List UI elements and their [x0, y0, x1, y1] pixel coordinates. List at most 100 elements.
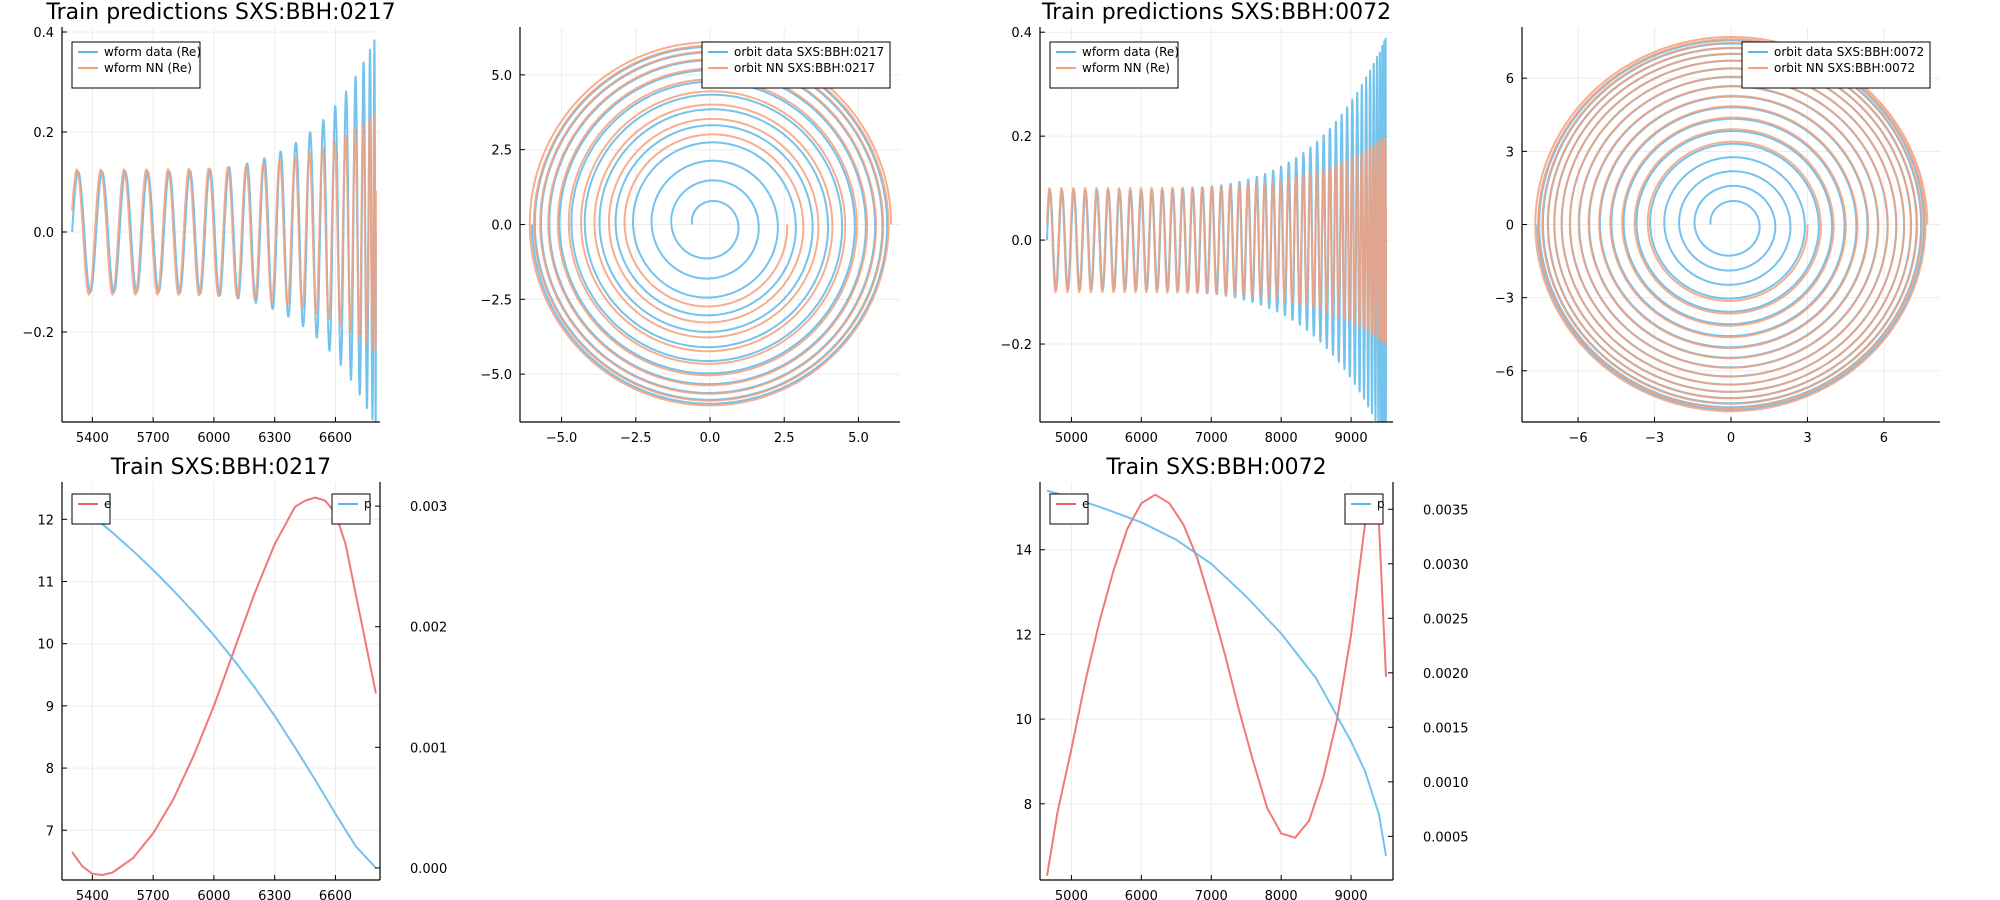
- legend-entry: orbit NN SXS:BBH:0072: [1774, 61, 1915, 75]
- x-tick-label: 6: [1880, 431, 1888, 446]
- plot-area: [1046, 489, 1387, 876]
- y-tick-label: 0.0: [33, 226, 54, 241]
- series-line-p: [1046, 489, 1387, 857]
- x-tick-label: 6000: [1125, 889, 1158, 900]
- legend-entry: orbit data SXS:BBH:0217: [734, 45, 884, 59]
- x-tick-label: 0: [1727, 431, 1735, 446]
- legend-box: [1344, 493, 1384, 525]
- plot-area: [1534, 36, 1929, 413]
- legend: wform data (Re) wform NN (Re): [1049, 41, 1179, 89]
- legend-box: [701, 41, 891, 89]
- legend-box: [1741, 41, 1931, 89]
- x-tick-label: 9000: [1335, 431, 1368, 446]
- y-tick-label: 7: [46, 824, 54, 839]
- legend: p: [331, 493, 372, 525]
- subplot-ep072: 5000 6000 7000 8000 9000 8 10 12 14 0.0005 0.0010 0…: [1015, 455, 1468, 900]
- x-tick-label: 8000: [1265, 431, 1298, 446]
- x-tick-label: −3: [1645, 431, 1664, 446]
- legend-entry: p: [364, 497, 372, 511]
- y2-tick-label: 0.000: [410, 862, 447, 877]
- legend-box: [1049, 493, 1089, 525]
- y-tick-label: 0.4: [33, 26, 54, 41]
- series-line-orbit-nn-sxs-bbh-0217: [528, 41, 893, 407]
- x-tick-label: −5.0: [546, 431, 578, 446]
- y2-tick-label: 0.0010: [1423, 776, 1469, 791]
- legend-entry: e: [104, 497, 111, 511]
- x-tick-label: 7000: [1195, 431, 1228, 446]
- legend-entry: orbit NN SXS:BBH:0217: [734, 61, 875, 75]
- y2-tick-label: 0.0015: [1423, 721, 1469, 736]
- x-tick-label: 6000: [1125, 431, 1158, 446]
- y-tick-label: 8: [1024, 798, 1032, 813]
- x-tick-label: 8000: [1265, 889, 1298, 900]
- x-tick-label: 2.5: [774, 431, 795, 446]
- plot-area: [71, 39, 377, 422]
- chart-title: Train SXS:BBH:0217: [110, 455, 331, 480]
- x-tick-label: 5000: [1055, 431, 1088, 446]
- legend-entry: wform NN (Re): [1082, 61, 1170, 75]
- legend-entry: p: [1377, 497, 1385, 511]
- y2-tick-label: 0.0020: [1423, 667, 1469, 682]
- x-tick-label: 5.0: [848, 431, 869, 446]
- y-tick-label: 14: [1015, 544, 1032, 559]
- x-tick-label: 6000: [197, 431, 230, 446]
- y2-tick-label: 0.003: [410, 500, 447, 515]
- y2-tick-label: 0.001: [410, 741, 447, 756]
- y-tick-label: 3: [1506, 145, 1514, 160]
- y-tick-label: 0.4: [1011, 26, 1032, 41]
- y2-tick-label: 0.002: [410, 621, 447, 636]
- y2-tick-label: 0.0035: [1423, 503, 1469, 518]
- y-tick-label: 8: [46, 762, 54, 777]
- x-tick-label: 9000: [1335, 889, 1368, 900]
- x-tick-label: 6300: [258, 431, 291, 446]
- legend-box: [71, 493, 111, 525]
- x-tick-label: 6000: [197, 889, 230, 900]
- y-tick-label: −6: [1495, 365, 1514, 380]
- y-tick-label: 0.2: [1011, 130, 1032, 145]
- x-tick-label: −6: [1568, 431, 1587, 446]
- legend-entry: e: [1082, 497, 1089, 511]
- legend-box: [1049, 41, 1179, 89]
- chart-title: Train SXS:BBH:0072: [1105, 455, 1326, 480]
- y2-tick-label: 0.0005: [1423, 830, 1469, 845]
- plot-area: [1046, 37, 1387, 422]
- y-tick-label: 12: [1015, 628, 1032, 643]
- chart-title: Train predictions SXS:BBH:0217: [45, 0, 395, 25]
- y-tick-label: 6: [1506, 72, 1514, 87]
- y2-tick-label: 0.0025: [1423, 612, 1469, 627]
- plot-area: [71, 496, 377, 876]
- x-tick-label: 6600: [319, 431, 352, 446]
- legend: wform data (Re) wform NN (Re): [71, 41, 201, 89]
- legend-box: [331, 493, 371, 525]
- y-tick-label: 2.5: [491, 144, 512, 159]
- series-line-wform-nn-re-: [1046, 137, 1387, 345]
- series-line-e: [71, 496, 377, 876]
- x-tick-label: 6600: [319, 889, 352, 900]
- y-tick-label: −5.0: [480, 368, 512, 383]
- y-tick-label: −2.5: [480, 293, 512, 308]
- legend-entry: wform NN (Re): [104, 61, 192, 75]
- legend: e: [1049, 493, 1089, 525]
- legend-box: [71, 41, 201, 89]
- legend: e: [71, 493, 111, 525]
- x-tick-label: 5400: [76, 889, 109, 900]
- series-line-wform-data-re-: [71, 39, 377, 422]
- series-line-wform-nn-re-: [71, 112, 377, 352]
- x-tick-label: 5700: [137, 431, 170, 446]
- y-tick-label: −3: [1495, 292, 1514, 307]
- x-tick-label: 5400: [76, 431, 109, 446]
- y-tick-label: 10: [37, 638, 54, 653]
- series-line-e: [1046, 493, 1387, 876]
- legend-entry: wform data (Re): [1082, 45, 1179, 59]
- y-tick-label: 0.0: [1011, 234, 1032, 249]
- y-tick-label: 11: [37, 576, 54, 591]
- x-tick-label: −2.5: [620, 431, 652, 446]
- y-tick-label: 5.0: [491, 69, 512, 84]
- y-tick-label: 0.0: [491, 219, 512, 234]
- legend: orbit data SXS:BBH:0217 orbit NN SXS:BBH:…: [701, 41, 891, 89]
- subplot-wf072: 5000 6000 7000 8000 9000 −0.2 0.0 0.2 0.4 Train p…: [1000, 0, 1393, 446]
- x-tick-label: 0.0: [700, 431, 721, 446]
- legend: p: [1344, 493, 1385, 525]
